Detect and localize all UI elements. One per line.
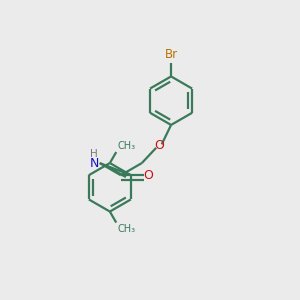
Text: CH₃: CH₃ [117, 224, 136, 234]
Text: O: O [143, 169, 153, 182]
Text: Br: Br [164, 48, 178, 61]
Text: CH₃: CH₃ [117, 141, 136, 152]
Text: N: N [89, 157, 99, 169]
Text: O: O [154, 140, 164, 152]
Text: H: H [90, 149, 98, 159]
